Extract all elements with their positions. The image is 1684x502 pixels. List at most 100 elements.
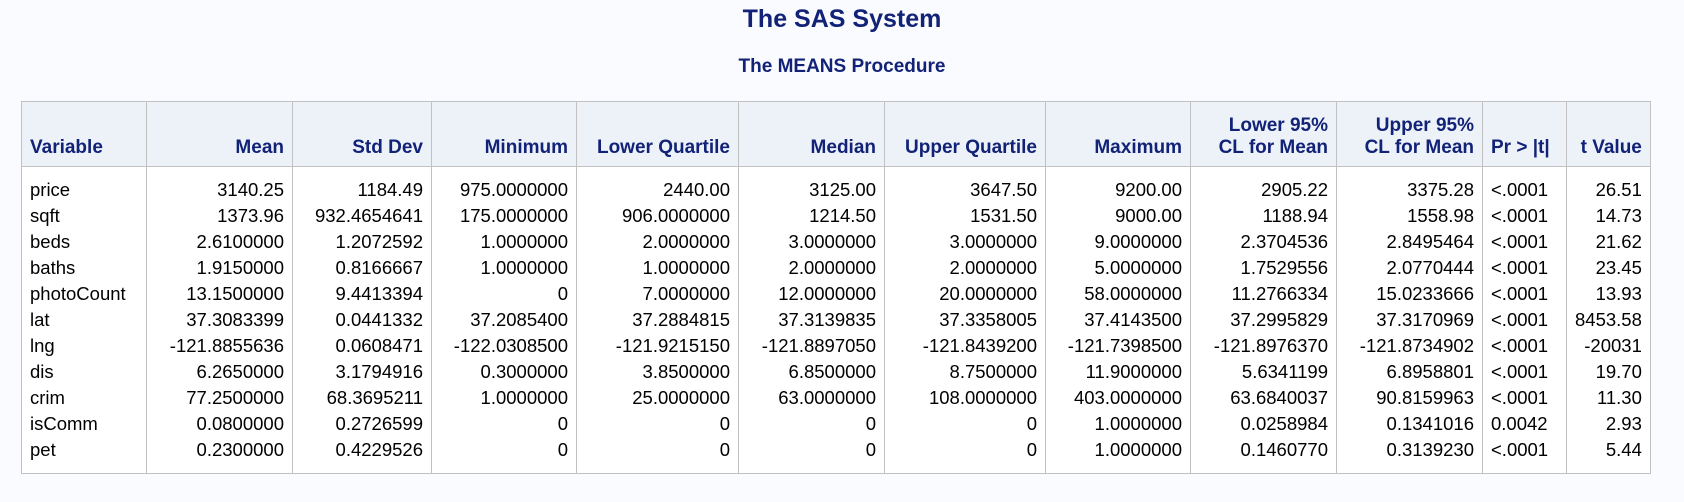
cell-median: 1214.50 [738, 203, 885, 229]
cell-mean: 37.3083399 [146, 307, 293, 333]
header-row: Variable Mean Std Dev Minimum Lower Quar… [21, 101, 1651, 167]
cell-upper-cl: 0.1341016 [1336, 411, 1483, 437]
cell-variable: price [21, 166, 147, 203]
procedure-subtitle: The MEANS Procedure [738, 56, 946, 77]
cell-upper-cl: 37.3170969 [1336, 307, 1483, 333]
means-table: Variable Mean Std Dev Minimum Lower Quar… [21, 101, 1651, 474]
cell-pr-t: <.0001 [1482, 385, 1567, 411]
cell-lower-cl: 2905.22 [1190, 166, 1337, 203]
cell-mean: 0.2300000 [146, 437, 293, 474]
cell-lower-cl: 63.6840037 [1190, 385, 1337, 411]
cell-upper-cl: 6.8958801 [1336, 359, 1483, 385]
cell-mean: -121.8855636 [146, 333, 293, 359]
cell-maximum: 5.0000000 [1045, 255, 1191, 281]
cell-lower-quartile: 906.0000000 [576, 203, 739, 229]
cell-t-value: 11.30 [1566, 385, 1651, 411]
cell-pr-t: <.0001 [1482, 229, 1567, 255]
cell-pr-t: <.0001 [1482, 166, 1567, 203]
cell-std-dev: 1.2072592 [292, 229, 432, 255]
cell-upper-quartile: 108.0000000 [884, 385, 1046, 411]
cell-upper-quartile: 20.0000000 [884, 281, 1046, 307]
cell-t-value: -20031 [1566, 333, 1651, 359]
cell-std-dev: 0.0608471 [292, 333, 432, 359]
cell-upper-cl: -121.8734902 [1336, 333, 1483, 359]
cell-lower-cl: 0.0258984 [1190, 411, 1337, 437]
cell-variable: baths [21, 255, 147, 281]
col-header-upper-cl-line2: CL for Mean [1364, 137, 1474, 158]
cell-maximum: 37.4143500 [1045, 307, 1191, 333]
table-row: crim 77.2500000 68.3695211 1.0000000 25.0000… [21, 385, 1651, 411]
cell-mean: 6.2650000 [146, 359, 293, 385]
cell-upper-quartile: 1531.50 [884, 203, 1046, 229]
cell-variable: isComm [21, 411, 147, 437]
cell-t-value: 14.73 [1566, 203, 1651, 229]
cell-minimum: 1.0000000 [431, 255, 577, 281]
cell-t-value: 21.62 [1566, 229, 1651, 255]
page-title: The SAS System [742, 5, 942, 33]
cell-pr-t: <.0001 [1482, 437, 1567, 474]
cell-std-dev: 0.2726599 [292, 411, 432, 437]
cell-lower-quartile: 2440.00 [576, 166, 739, 203]
cell-t-value: 19.70 [1566, 359, 1651, 385]
cell-variable: lat [21, 307, 147, 333]
cell-pr-t: 0.0042 [1482, 411, 1567, 437]
cell-variable: photoCount [21, 281, 147, 307]
col-header-median: Median [738, 101, 885, 167]
cell-upper-cl: 2.8495464 [1336, 229, 1483, 255]
cell-mean: 1373.96 [146, 203, 293, 229]
table-row: photoCount 13.1500000 9.4413394 0 7.0000000 1… [21, 281, 1651, 307]
cell-upper-cl: 2.0770444 [1336, 255, 1483, 281]
col-header-pr-t: Pr > |t| [1482, 101, 1567, 167]
cell-median: 0 [738, 411, 885, 437]
cell-upper-quartile: 8.7500000 [884, 359, 1046, 385]
cell-mean: 3140.25 [146, 166, 293, 203]
table-row: sqft 1373.96 932.4654641 175.0000000 906.000… [21, 203, 1651, 229]
cell-upper-quartile: 0 [884, 437, 1046, 474]
cell-t-value: 2.93 [1566, 411, 1651, 437]
cell-median: -121.8897050 [738, 333, 885, 359]
cell-median: 3125.00 [738, 166, 885, 203]
cell-mean: 2.6100000 [146, 229, 293, 255]
cell-variable: beds [21, 229, 147, 255]
cell-pr-t: <.0001 [1482, 281, 1567, 307]
cell-maximum: 1.0000000 [1045, 437, 1191, 474]
cell-std-dev: 9.4413394 [292, 281, 432, 307]
cell-minimum: -122.0308500 [431, 333, 577, 359]
cell-std-dev: 932.4654641 [292, 203, 432, 229]
cell-lower-quartile: -121.9215150 [576, 333, 739, 359]
cell-std-dev: 0.4229526 [292, 437, 432, 474]
cell-pr-t: <.0001 [1482, 307, 1567, 333]
cell-maximum: 1.0000000 [1045, 411, 1191, 437]
cell-maximum: 58.0000000 [1045, 281, 1191, 307]
cell-maximum: 9.0000000 [1045, 229, 1191, 255]
table-body: price 3140.25 1184.49 975.0000000 2440.00 312… [21, 166, 1651, 474]
cell-minimum: 0 [431, 281, 577, 307]
cell-variable: sqft [21, 203, 147, 229]
cell-upper-quartile: 3647.50 [884, 166, 1046, 203]
cell-t-value: 26.51 [1566, 166, 1651, 203]
cell-variable: lng [21, 333, 147, 359]
cell-median: 3.0000000 [738, 229, 885, 255]
col-header-lower-cl-line1: Lower 95% [1228, 115, 1328, 136]
col-header-maximum: Maximum [1045, 101, 1191, 167]
col-header-upper-quartile: Upper Quartile [884, 101, 1046, 167]
cell-lower-cl: 37.2995829 [1190, 307, 1337, 333]
cell-upper-cl: 15.0233666 [1336, 281, 1483, 307]
cell-pr-t: <.0001 [1482, 333, 1567, 359]
cell-std-dev: 3.1794916 [292, 359, 432, 385]
cell-minimum: 975.0000000 [431, 166, 577, 203]
cell-upper-quartile: 0 [884, 411, 1046, 437]
col-header-minimum: Minimum [431, 101, 577, 167]
cell-lower-quartile: 7.0000000 [576, 281, 739, 307]
cell-upper-cl: 90.8159963 [1336, 385, 1483, 411]
cell-median: 63.0000000 [738, 385, 885, 411]
cell-median: 2.0000000 [738, 255, 885, 281]
cell-upper-cl: 1558.98 [1336, 203, 1483, 229]
col-header-t-value: t Value [1566, 101, 1651, 167]
cell-upper-quartile: -121.8439200 [884, 333, 1046, 359]
cell-maximum: -121.7398500 [1045, 333, 1191, 359]
table-row: dis 6.2650000 3.1794916 0.3000000 3.8500000 6… [21, 359, 1651, 385]
col-header-lower-cl: Lower 95% CL for Mean [1190, 101, 1337, 167]
cell-lower-cl: 5.6341199 [1190, 359, 1337, 385]
cell-minimum: 175.0000000 [431, 203, 577, 229]
